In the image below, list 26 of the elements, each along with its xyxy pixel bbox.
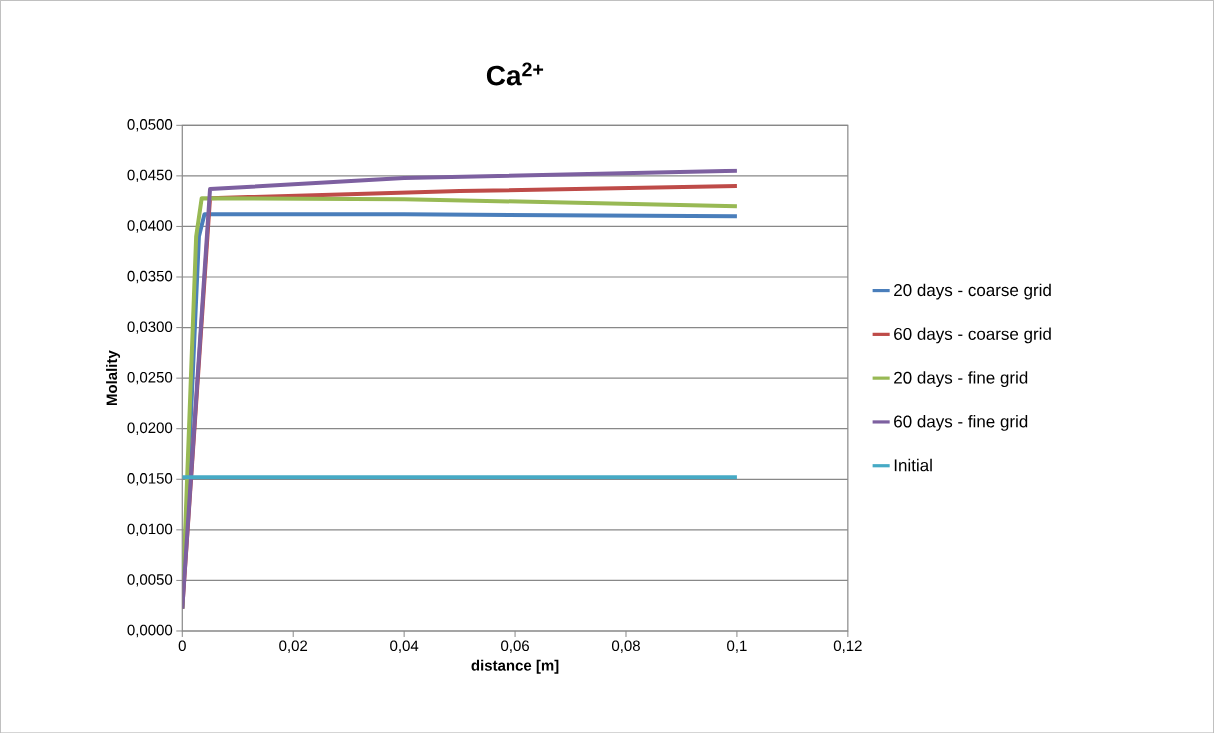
legend-label: 60 days - coarse grid [894, 327, 1051, 344]
legend-label: 20 days - coarse grid [894, 283, 1051, 300]
y-tick-label: 0,0100 [127, 523, 173, 536]
x-tick-label: 0,04 [390, 640, 419, 653]
y-tick-label: 0,0050 [127, 574, 173, 587]
y-tick-label: 0,0350 [127, 270, 173, 284]
chart-title: Ca$^{2+}$ [486, 62, 544, 86]
y-tick-label: 0,0150 [127, 472, 173, 486]
y-axis-title: Molality [106, 350, 121, 405]
y-tick-label: 0,0500 [127, 118, 173, 132]
x-tick-label: 0,12 [833, 640, 862, 653]
x-axis-title: distance [m] [471, 659, 559, 674]
y-tick-label: 0,0450 [127, 169, 173, 182]
x-tick-label: 0,02 [279, 640, 308, 653]
y-tick-label: 0,0200 [127, 422, 173, 435]
y-tick-label: 0,0250 [127, 371, 173, 385]
legend-label: 20 days - fine grid [894, 371, 1028, 387]
legend-label: 60 days - fine grid [894, 414, 1028, 431]
legend-label: Initial [894, 458, 932, 472]
x-tick-label: 0,1 [727, 640, 747, 653]
x-tick-label: 0 [178, 640, 186, 651]
x-tick-label: 0,06 [501, 640, 529, 653]
x-tick-label: 0,08 [611, 640, 640, 653]
y-tick-label: 0,0300 [127, 321, 173, 334]
y-tick-label: 0,0000 [127, 624, 173, 638]
y-tick-label: 0,0400 [127, 220, 173, 233]
